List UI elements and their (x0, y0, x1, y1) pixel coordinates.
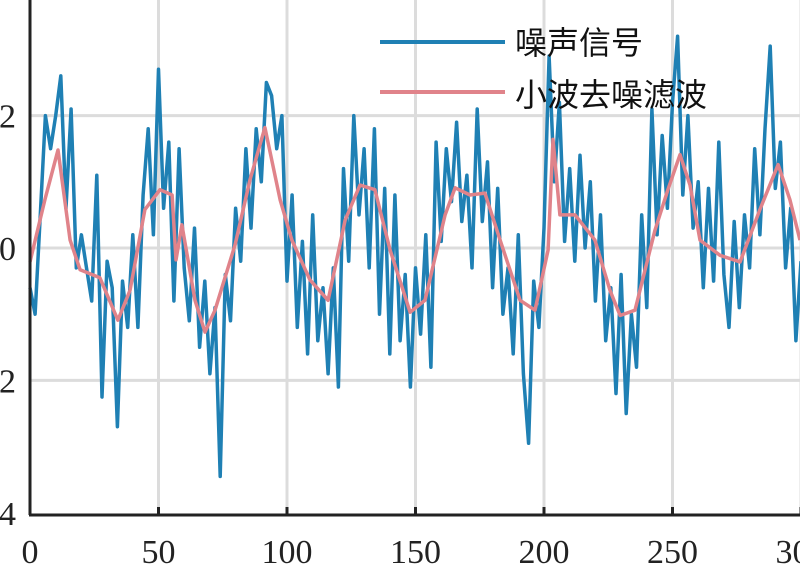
x-tick-label: 300 (776, 534, 800, 564)
denoised-signal-line (28, 125, 800, 334)
legend: 噪声信号 小波去噪滤波 (380, 24, 707, 114)
x-tick-label: 0 (22, 534, 39, 564)
y-tick-label: -2 (0, 363, 16, 400)
legend-label-denoised: 小波去噪滤波 (515, 76, 707, 114)
series-lines (28, 34, 800, 479)
y-tick-label: -4 (0, 496, 16, 533)
y-tick-label: 0 (0, 231, 16, 268)
x-tick-label: 150 (390, 534, 441, 564)
noisy-signal-line (28, 34, 800, 479)
x-tick-label: 200 (519, 534, 570, 564)
y-tick-label: 2 (0, 99, 16, 136)
legend-label-noisy: 噪声信号 (515, 24, 643, 62)
x-tick-label: 50 (142, 534, 176, 564)
x-tick-label: 100 (262, 534, 313, 564)
x-tick-label: 250 (647, 534, 698, 564)
tick-labels: 0 50 100 150 200 250 300 2 0 -2 -4 (0, 99, 800, 564)
